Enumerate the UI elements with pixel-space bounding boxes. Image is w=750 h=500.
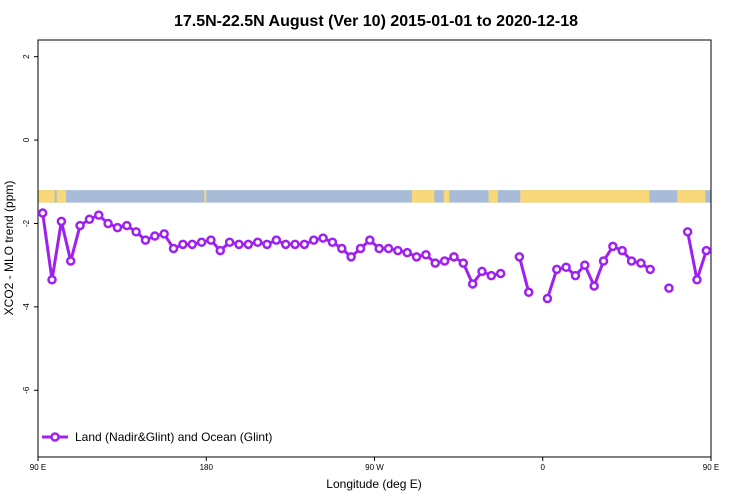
- data-point: [56, 216, 67, 227]
- data-point: [75, 220, 85, 231]
- data-point: [178, 239, 188, 250]
- data-point: [290, 239, 300, 250]
- data-point: [159, 229, 169, 239]
- data-point: [150, 231, 160, 241]
- data-point: [65, 256, 76, 266]
- data-point: [393, 245, 403, 256]
- data-point: [486, 270, 497, 281]
- data-point: [337, 243, 347, 254]
- legend-label: Land (Nadir&Glint) and Ocean (Glint): [75, 430, 272, 444]
- x-tick-label: 0: [541, 463, 546, 472]
- data-point: [112, 222, 123, 233]
- data-series: [37, 208, 712, 304]
- x-tick-label: 90 E: [703, 463, 719, 472]
- data-point: [187, 239, 197, 250]
- data-point: [430, 258, 441, 268]
- data-point: [383, 243, 394, 254]
- data-point: [355, 243, 366, 254]
- y-axis-label: XCO2 - MLO trend (ppm): [2, 181, 16, 316]
- data-point: [421, 250, 431, 260]
- data-point: [580, 260, 590, 270]
- data-point: [374, 243, 384, 254]
- data-point: [542, 293, 553, 304]
- data-point: [140, 235, 151, 245]
- data-point: [299, 239, 310, 250]
- land-band-segment: [204, 190, 207, 203]
- land-band-segment: [411, 190, 435, 203]
- data-point: [664, 283, 674, 293]
- data-point: [318, 233, 328, 243]
- data-point: [477, 266, 487, 277]
- data-point: [589, 281, 599, 291]
- x-tick-label: 90 E: [30, 463, 46, 472]
- data-point: [234, 239, 244, 250]
- data-point: [682, 227, 693, 237]
- legend-marker: [50, 432, 60, 442]
- y-tick-label: 2: [22, 54, 31, 59]
- data-point: [262, 239, 272, 250]
- data-point: [561, 262, 571, 273]
- data-point: [608, 241, 618, 252]
- data-point: [411, 252, 422, 262]
- land-band-segment: [520, 190, 650, 203]
- data-point: [327, 237, 338, 247]
- data-point: [402, 247, 412, 258]
- series-line: [686, 231, 708, 282]
- data-point: [196, 237, 207, 247]
- data-point: [271, 235, 282, 245]
- data-point: [224, 237, 235, 247]
- data-point: [636, 258, 646, 268]
- series-line: [517, 256, 531, 293]
- land-band-segment: [56, 190, 67, 203]
- data-point: [243, 239, 254, 250]
- data-point: [168, 243, 179, 254]
- data-point: [47, 275, 57, 285]
- data-point: [617, 245, 627, 256]
- axes: 90 E 180 90 W 0 90 E 2 0 -2 -4 -6: [22, 54, 719, 472]
- data-point: [215, 245, 226, 256]
- data-point: [570, 270, 581, 281]
- land-mask-band: [38, 190, 711, 203]
- data-point: [84, 214, 95, 225]
- land-band-segment: [677, 190, 706, 203]
- legend: Land (Nadir&Glint) and Ocean (Glint): [42, 430, 272, 444]
- data-point: [514, 252, 525, 262]
- data-point: [94, 210, 104, 220]
- data-point: [552, 264, 562, 275]
- x-tick-label: 180: [200, 463, 214, 472]
- land-band-segment: [443, 190, 450, 203]
- x-tick-label: 90 W: [365, 463, 384, 472]
- land-band-segment: [488, 190, 498, 203]
- data-point: [365, 235, 375, 245]
- x-axis-label: Longitude (deg E): [326, 477, 421, 491]
- y-tick-label: -6: [22, 386, 31, 394]
- data-point: [252, 237, 263, 247]
- data-point: [308, 235, 319, 245]
- data-point: [645, 264, 655, 275]
- y-tick-label: -4: [22, 303, 31, 311]
- data-point: [37, 208, 48, 218]
- data-point: [280, 239, 291, 250]
- data-point: [626, 256, 637, 266]
- data-point: [122, 220, 132, 231]
- y-tick-label: 0: [22, 137, 31, 142]
- data-point: [495, 268, 506, 279]
- data-point: [467, 279, 478, 289]
- data-point: [701, 245, 712, 256]
- data-point: [439, 256, 450, 266]
- series-line: [545, 244, 652, 299]
- data-point: [523, 287, 534, 298]
- chart-title: 17.5N-22.5N August (Ver 10) 2015-01-01 t…: [174, 13, 578, 30]
- land-band-segment: [38, 190, 55, 203]
- data-point: [598, 256, 609, 266]
- data-point: [692, 275, 702, 285]
- data-point: [206, 235, 216, 245]
- data-point: [458, 258, 469, 268]
- data-point: [131, 227, 141, 237]
- data-point: [103, 218, 113, 229]
- y-tick-label: -2: [22, 219, 31, 227]
- data-point: [346, 252, 356, 262]
- data-point: [449, 252, 459, 262]
